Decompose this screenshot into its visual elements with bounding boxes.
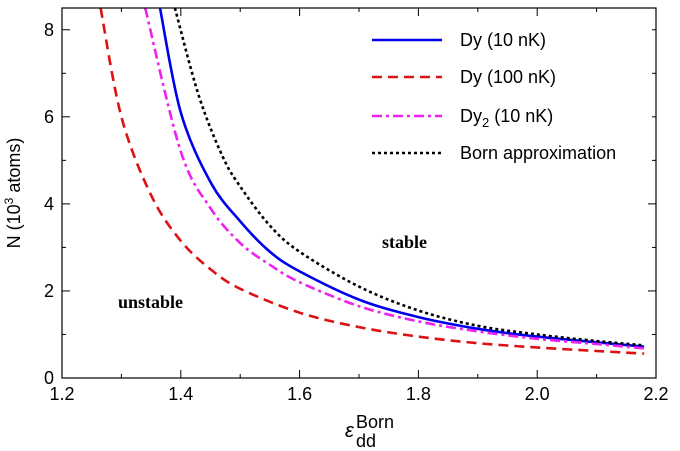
x-axis-label-subscript: dd (356, 431, 376, 451)
series-line-2 (143, 7, 645, 350)
curves-layer (99, 7, 645, 355)
y-tick-label: 6 (44, 107, 54, 127)
legend-label-dy-100nk: Dy (100 nK) (460, 67, 556, 87)
y-tick-label: 2 (44, 281, 54, 301)
legend-label-dy2-rest: (10 nK) (489, 106, 553, 126)
x-tick-label: 1.2 (49, 384, 74, 404)
y-axis-label-rest: atoms) (4, 138, 24, 198)
x-axis-label-superscript: Born (356, 412, 394, 432)
x-axis-label: ε (345, 420, 355, 442)
legend-label-dy2-main: Dy (460, 106, 482, 126)
legend-label-dy2-10nk: Dy2 (10 nK) (460, 106, 553, 130)
x-tick-label: 1.8 (406, 384, 431, 404)
legend-label-dy2-subscript: 2 (482, 115, 489, 130)
series-line-3 (173, 7, 645, 347)
legend-label-born: Born approximation (460, 143, 616, 163)
legend-background (364, 20, 652, 168)
y-axis-label-superscript: 3 (2, 197, 16, 204)
legend-label-dy-10nk: Dy (10 nK) (460, 30, 546, 50)
x-tick-label: 2.0 (525, 384, 550, 404)
legend: Dy (10 nK) Dy (100 nK) Dy2 (10 nK) Born … (364, 20, 652, 168)
x-axis-label-symbol: ε (345, 420, 355, 442)
y-tick-label: 8 (44, 20, 54, 40)
y-axis-label: N (103 atoms) (2, 138, 24, 249)
y-tick-label: 0 (44, 368, 54, 388)
region-label-stable: stable (382, 232, 427, 252)
y-axis-label-main: N (10 (4, 204, 24, 248)
series-line-1 (99, 7, 645, 355)
region-label-unstable: unstable (118, 292, 183, 312)
x-tick-label: 1.6 (287, 384, 312, 404)
x-tick-label: 1.4 (168, 384, 193, 404)
axis-ticks: 1.2 1.4 1.6 1.8 2.0 2.2 0 2 4 6 8 (44, 8, 669, 404)
x-tick-label: 2.2 (643, 384, 668, 404)
series-line-0 (158, 7, 645, 348)
y-tick-label: 4 (44, 194, 54, 214)
